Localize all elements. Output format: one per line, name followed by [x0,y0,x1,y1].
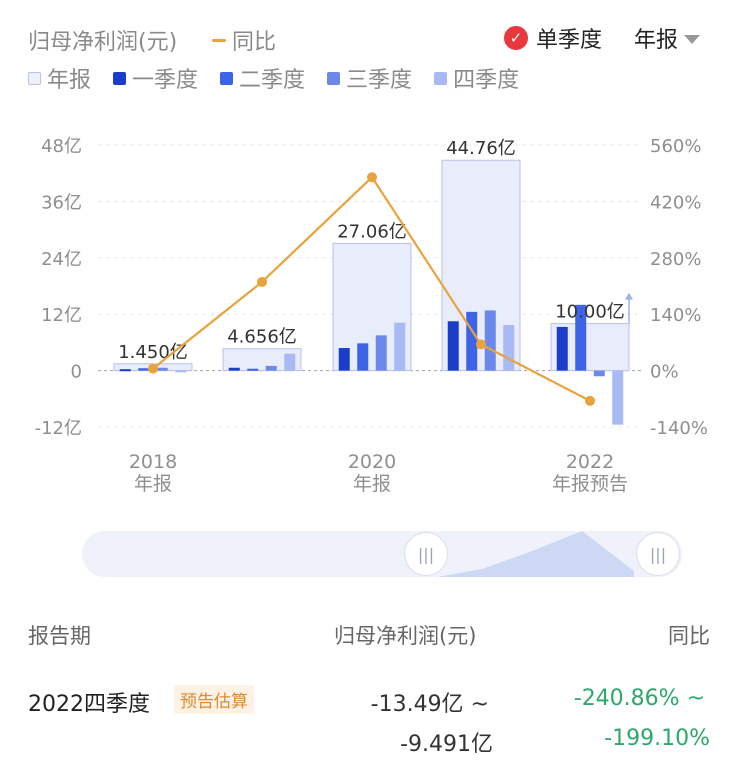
slider-preview [437,531,634,577]
legend-item-annual[interactable]: 年报 [28,62,91,94]
yoy-value-low: -240.86% ~ [573,686,705,711]
legend-swatch-q3 [327,71,341,85]
legend-swatch-q1 [113,71,127,85]
profit-chart: 48亿 36亿 24亿 12亿 0 -12亿 560% 420% 280% 140% 0% -140%… [35,136,708,495]
quarter-bar [284,353,296,371]
y-right-tick-label: 420% [650,192,701,213]
yoy-point [367,172,377,183]
legend-label-q3: 三季度 [346,68,413,93]
y-left-tick-label: 48亿 [41,136,82,157]
x-tick-year: 2018 [129,451,177,473]
profit-value-high: -9.491亿 [400,732,493,757]
chevron-down-icon [684,34,701,44]
x-tick-year: 2022 [566,451,614,473]
slider-handle-right[interactable]: ||| [636,532,680,576]
legend-label-q4: 四季度 [453,68,520,93]
quarter-bar [593,370,605,377]
quarter-bar [503,325,515,371]
quarter-bar [357,343,369,371]
yoy-legend: 同比 [212,24,276,56]
quarter-bar [338,348,350,371]
legend-label-q1: 一季度 [132,68,199,93]
annual-value-label: 1.450亿 [118,342,188,363]
legend-item-q1[interactable]: 一季度 [113,62,198,94]
annual-value-label: 10.00亿 [555,302,625,323]
y-right-tick-label: 0% [650,362,679,383]
yoy-point [257,276,267,287]
quarter-bar [175,370,187,373]
quarter-bar [228,367,240,371]
y-left-tick-label: 12亿 [41,305,82,326]
legend-item-q4[interactable]: 四季度 [434,62,519,94]
legend-swatch-q2 [220,71,234,85]
forecast-badge: 预告估算 [174,685,254,714]
yoy-point [585,395,595,406]
y-right-tick-label: 280% [650,249,701,270]
y-right-tick-label: 140% [650,305,701,326]
yoy-value-high: -199.10% [604,726,710,751]
slider-handle-left[interactable]: ||| [404,532,448,576]
quarter-bar [138,368,150,371]
x-tick-year: 2020 [348,451,396,473]
row-period: 2022四季度 [28,692,150,717]
legend-label-annual: 年报 [47,68,92,93]
x-tick-sub: 年报 [134,473,172,495]
legend-swatch-annual [28,71,41,85]
y-right-tick-label: 560% [650,136,701,157]
period-select-value: 年报 [634,28,679,53]
y-left-tick-label: 0 [71,362,82,383]
quarter-bar [484,310,496,371]
annual-value-label: 4.656亿 [227,327,297,348]
quarter-bar [119,369,131,372]
chart-legend: 年报 一季度 二季度 三季度 四季度 [28,62,541,94]
y-left-tick-label: 36亿 [41,192,82,213]
single-quarter-toggle[interactable]: ✓ 单季度 [504,22,602,54]
single-quarter-label: 单季度 [536,28,603,53]
chart-title: 归母净利润(元) [28,30,178,55]
quarter-bar [265,365,277,371]
x-tick-sub: 年报 [353,473,391,495]
yoy-point [148,363,158,374]
y-left-tick-label: 24亿 [41,249,82,270]
period-select[interactable]: 年报 [634,22,701,54]
y-left-tick-label: -12亿 [35,418,82,439]
forecast-arrow-head [625,292,633,300]
quarter-bar [394,322,406,371]
profit-value-low: -13.49亿 ~ [370,692,489,717]
column-header-yoy: 同比 [668,624,710,648]
yoy-line-swatch [212,38,226,42]
quarter-bar [156,367,168,371]
annual-bar [222,348,302,372]
x-tick-sub: 年报预告 [552,473,628,495]
annual-value-label: 44.76亿 [446,138,516,159]
column-header-period: 报告期 [28,624,91,648]
quarter-bar [466,311,478,371]
quarter-bar [375,335,387,371]
yoy-legend-label: 同比 [232,30,277,55]
legend-label-q2: 二季度 [239,68,306,93]
range-slider[interactable]: ||| ||| [82,531,682,577]
annual-value-label: 27.06亿 [337,221,407,242]
quarter-bar [247,368,259,371]
check-icon: ✓ [504,26,528,50]
legend-swatch-q4 [434,71,448,85]
quarter-bar [575,304,587,371]
quarter-bar [612,370,624,425]
column-header-profit: 归母净利润(元) [334,624,477,648]
legend-item-q3[interactable]: 三季度 [327,62,412,94]
yoy-point [476,339,486,350]
quarter-bar [447,321,459,371]
legend-item-q2[interactable]: 二季度 [220,62,305,94]
y-right-tick-label: -140% [650,418,708,439]
quarter-bar [556,326,568,371]
slider-preview-area [437,531,634,577]
